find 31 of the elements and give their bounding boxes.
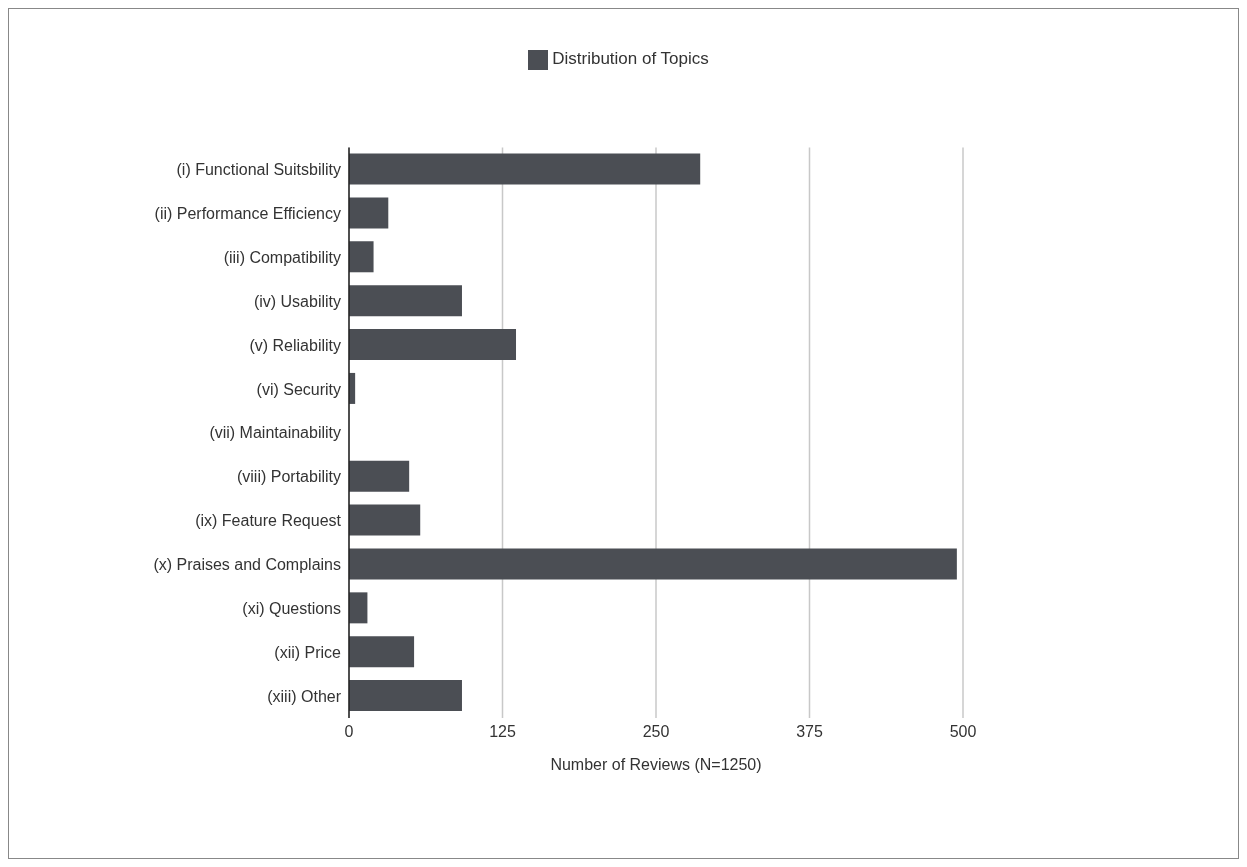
- y-tick-label: (ix) Feature Request: [195, 512, 342, 530]
- x-axis-title: Number of Reviews (N=1250): [550, 756, 762, 773]
- bar: [349, 460, 410, 492]
- y-tick-label: (vii) Maintainability: [209, 424, 341, 442]
- bar: [349, 153, 701, 185]
- bar: [349, 548, 957, 580]
- legend-label: Distribution of Topics: [552, 49, 709, 68]
- y-tick-label: (v) Reliability: [249, 336, 341, 354]
- x-tick-label: 500: [949, 723, 977, 741]
- y-tick-label: (iii) Compatibility: [223, 248, 341, 266]
- bar: [349, 680, 462, 712]
- y-tick-label: (viii) Portability: [236, 468, 341, 486]
- bar: [349, 197, 389, 229]
- y-tick-label: (i) Functional Suitsbility: [176, 161, 341, 179]
- bar: [349, 241, 374, 273]
- y-tick-label: (xiii) Other: [267, 687, 342, 705]
- x-tick-label: 125: [489, 723, 516, 741]
- y-tick-label: (vi) Security: [256, 380, 341, 398]
- y-tick-label: (iv) Usability: [253, 292, 341, 310]
- bar: [349, 329, 517, 361]
- x-tick-label: 0: [344, 723, 354, 741]
- bar: [349, 636, 415, 668]
- x-tick-label: 375: [796, 723, 823, 741]
- y-tick-label: (x) Praises and Complains: [153, 556, 341, 574]
- y-tick-label: (xii) Price: [274, 643, 342, 661]
- bar: [349, 285, 462, 317]
- bar: [349, 504, 421, 536]
- bar: [349, 592, 368, 624]
- x-tick-label: 250: [642, 723, 670, 741]
- y-tick-label: (xi) Questions: [242, 599, 341, 617]
- y-tick-label: (ii) Performance Efficiency: [154, 205, 341, 223]
